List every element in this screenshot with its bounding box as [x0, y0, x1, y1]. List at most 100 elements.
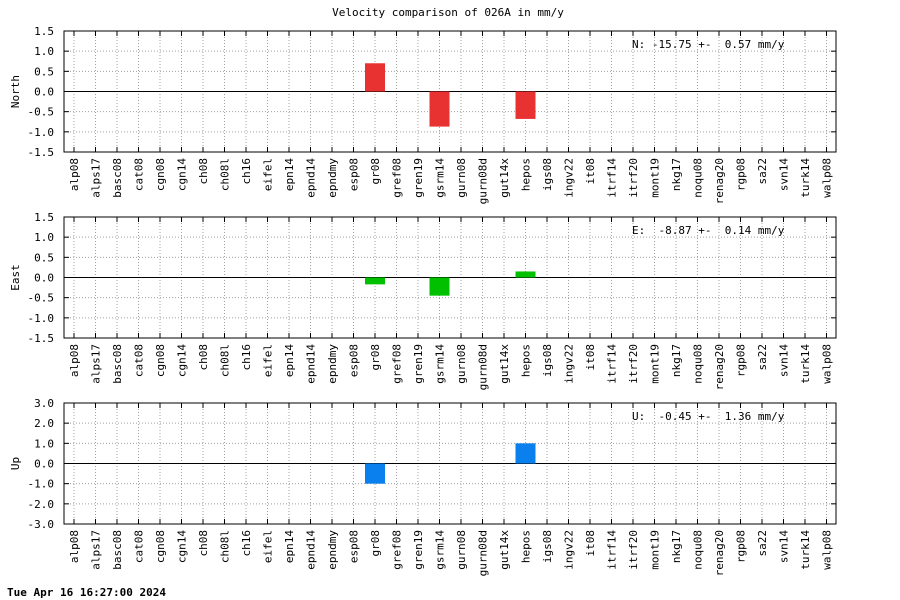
- velocity-chart: Velocity comparison of 026A in mm/y -1.5…: [9, 6, 837, 576]
- up-plot-frame: [63, 402, 837, 525]
- up-bar-hepos: [515, 443, 536, 464]
- east-ytick-label: 0.5: [34, 251, 54, 264]
- north-xtick-label: ch08l: [219, 158, 232, 191]
- north-xtick-label: itrf20: [627, 158, 640, 198]
- up-xtick-label: walp08: [821, 530, 834, 570]
- up-xtick-label: igs08: [541, 530, 554, 563]
- up-xtick-label: renag20: [713, 530, 726, 576]
- north-xtick-label: walp08: [821, 158, 834, 198]
- east-annotation: E: -8.87 +- 0.14 mm/y: [632, 224, 785, 237]
- up-xtick-label: gurn08: [455, 530, 468, 570]
- up-xtick-label: mont19: [649, 530, 662, 570]
- up-xtick-label: ch16: [240, 530, 253, 557]
- up-xtick-label: gsrm14: [434, 530, 447, 570]
- east-xtick-label: ch08l: [219, 344, 232, 377]
- east-xtick-label: epn14: [283, 344, 296, 377]
- east-xtick-label: gr08: [369, 344, 382, 371]
- up-xtick-label: gr08: [369, 530, 382, 557]
- east-xtick-label: itrf20: [627, 344, 640, 384]
- north-xtick-label: esp08: [348, 158, 361, 191]
- up-bar-gr08: [365, 463, 385, 484]
- east-xtick-label: hepos: [520, 344, 533, 377]
- north-bar-gsrm14: [429, 91, 450, 127]
- north-ytick-label: 1.5: [34, 25, 54, 38]
- up-xtick-label: it08: [584, 530, 597, 557]
- up-xtick-label: cgn08: [154, 530, 167, 563]
- north-xtick-label: mont19: [649, 158, 662, 198]
- east-xtick-label: walp08: [821, 344, 834, 384]
- north-xtick-label: eifel: [262, 158, 275, 191]
- north-xtick-label: gr08: [369, 158, 382, 185]
- east-xtick-label: cat08: [133, 344, 146, 377]
- north-plot-frame: [63, 30, 837, 153]
- north-xtick-label: gut14x: [498, 158, 511, 198]
- up-xtick-label: hepos: [520, 530, 533, 563]
- east-xtick-label: gsrm14: [434, 344, 447, 384]
- north-axis-label: North: [9, 75, 22, 108]
- north-xtick-label: turk14: [799, 158, 812, 198]
- up-ytick-label: 1.0: [34, 437, 54, 450]
- east-xtick-label: rgp08: [735, 344, 748, 377]
- east-xtick-label: ch16: [240, 344, 253, 371]
- north-xtick-label: nkg17: [670, 158, 683, 191]
- up-xtick-label: cat08: [133, 530, 146, 563]
- north-xtick-label: gref08: [391, 158, 404, 198]
- north-xtick-label: alp08: [68, 158, 81, 191]
- east-xtick-label: esp08: [348, 344, 361, 377]
- east-xtick-label: renag20: [713, 344, 726, 390]
- up-xtick-label: svn14: [778, 530, 791, 563]
- up-xtick-label: alps17: [90, 530, 103, 570]
- up-xtick-label: epnd14: [305, 530, 318, 570]
- north-xtick-label: cat08: [133, 158, 146, 191]
- east-xtick-label: cgn14: [176, 344, 189, 377]
- east-xtick-label: epnd14: [305, 344, 318, 384]
- up-xtick-label: epn14: [283, 530, 296, 563]
- north-ytick-label: -1.5: [28, 146, 55, 159]
- chart-title: Velocity comparison of 026A in mm/y: [332, 6, 564, 19]
- east-xtick-label: gurn08: [455, 344, 468, 384]
- east-xtick-label: svn14: [778, 344, 791, 377]
- east-bar-gsrm14: [429, 277, 450, 296]
- up-xtick-label: itrf14: [606, 530, 619, 570]
- north-xtick-label: epndmy: [326, 158, 339, 198]
- up-ytick-label: -2.0: [28, 498, 55, 511]
- north-xtick-label: renag20: [713, 158, 726, 204]
- north-xtick-label: cgn08: [154, 158, 167, 191]
- north-xtick-label: it08: [584, 158, 597, 185]
- up-xtick-label: basc08: [111, 530, 124, 570]
- north-xtick-label: gsrm14: [434, 158, 447, 198]
- up-xtick-label: ingv22: [563, 530, 576, 570]
- north-xtick-label: ch16: [240, 158, 253, 185]
- north-xtick-label: hepos: [520, 158, 533, 191]
- up-xtick-label: turk14: [799, 530, 812, 570]
- up-ytick-label: 0.0: [34, 458, 54, 471]
- east-xtick-label: alps17: [90, 344, 103, 384]
- up-ytick-label: -1.0: [28, 478, 55, 491]
- east-bar-hepos: [515, 271, 536, 278]
- east-ytick-label: 1.0: [34, 231, 54, 244]
- north-xtick-label: epnd14: [305, 158, 318, 198]
- north-xtick-label: noqu08: [692, 158, 705, 198]
- east-ytick-label: -1.0: [28, 312, 55, 325]
- east-bar-gr08: [365, 277, 385, 285]
- north-xtick-label: igs08: [541, 158, 554, 191]
- north-xtick-label: svn14: [778, 158, 791, 191]
- east-xtick-label: mont19: [649, 344, 662, 384]
- east-xtick-label: cgn08: [154, 344, 167, 377]
- east-xtick-label: gref08: [391, 344, 404, 384]
- up-xtick-label: sa22: [756, 530, 769, 557]
- north-xtick-label: gurn08d: [477, 158, 490, 204]
- east-xtick-label: itrf14: [606, 344, 619, 384]
- east-xtick-label: ch08: [197, 344, 210, 371]
- north-ytick-label: -0.5: [28, 106, 55, 119]
- up-xtick-label: alp08: [68, 530, 81, 563]
- east-xtick-label: sa22: [756, 344, 769, 371]
- north-xtick-label: gren19: [412, 158, 425, 198]
- up-xtick-label: noqu08: [692, 530, 705, 570]
- up-xtick-label: gurn08d: [477, 530, 490, 576]
- east-xtick-label: it08: [584, 344, 597, 371]
- north-ytick-label: 1.0: [34, 45, 54, 58]
- up-xtick-label: rgp08: [735, 530, 748, 563]
- east-ytick-label: -1.5: [28, 332, 55, 345]
- east-xtick-label: alp08: [68, 344, 81, 377]
